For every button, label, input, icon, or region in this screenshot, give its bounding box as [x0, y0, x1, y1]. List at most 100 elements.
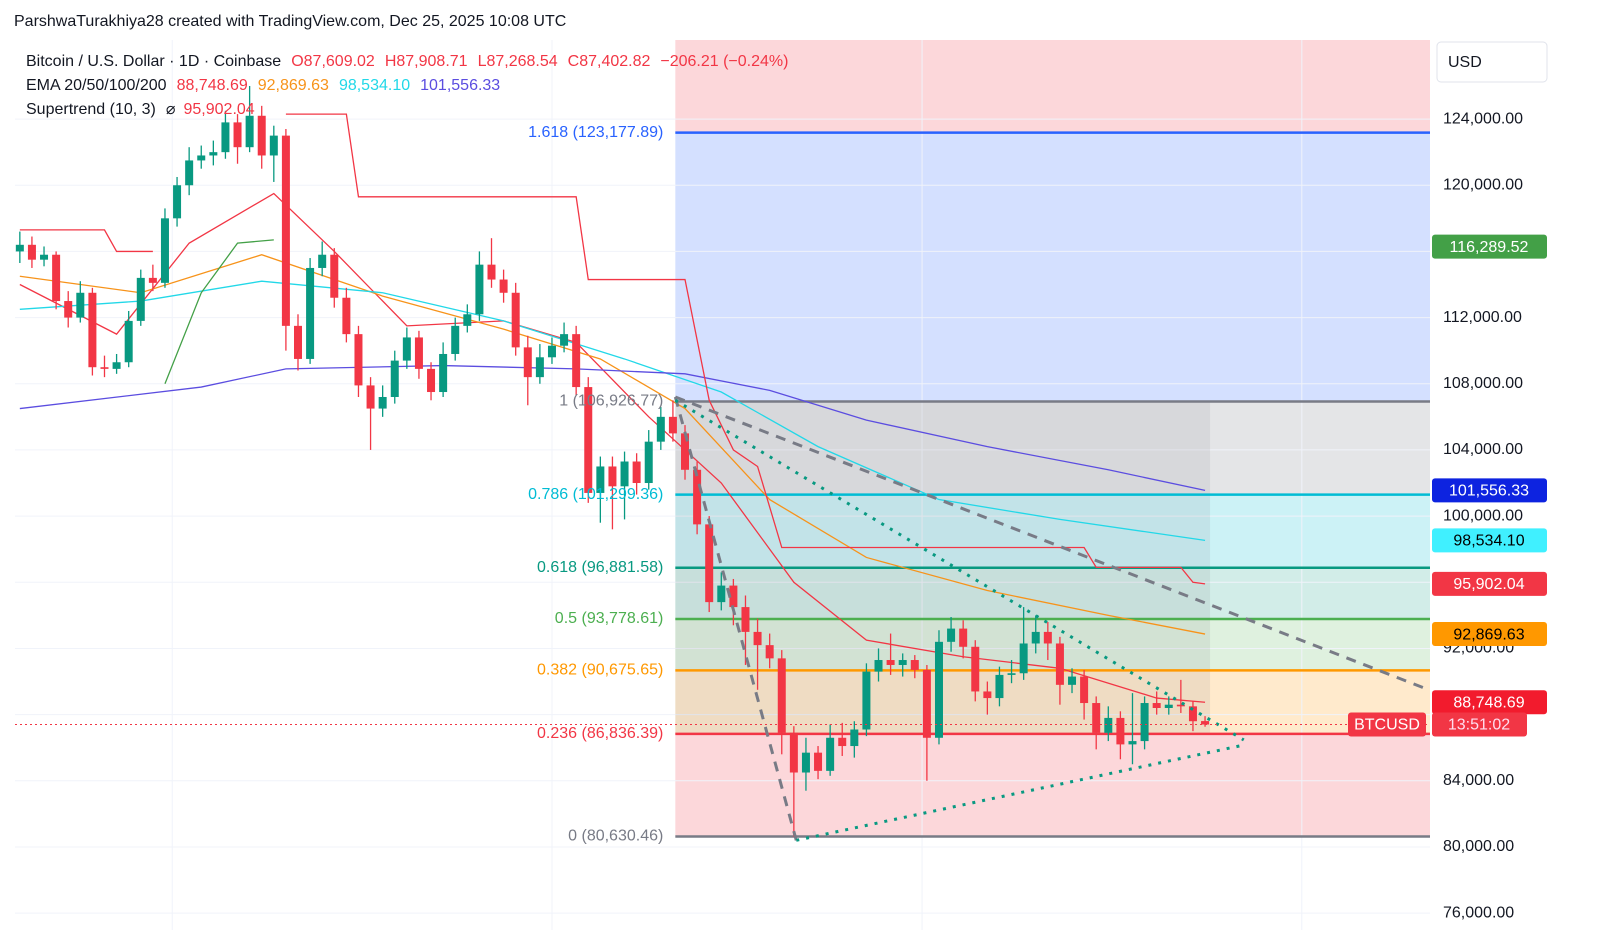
candle-body	[1104, 717, 1113, 733]
candle-body	[717, 585, 726, 603]
legend-item: −206.21 (−0.24%)	[660, 53, 788, 70]
fib-label: 0.618 (96,881.58)	[537, 559, 663, 576]
supertrend-line	[285, 113, 1206, 585]
axis-panel	[1430, 0, 1600, 952]
candle-body	[1188, 706, 1197, 722]
candle-body	[64, 301, 73, 318]
fib-zone	[675, 494, 1430, 568]
legend-row: Supertrend (10, 3) ⌀ 95,902.04	[26, 101, 255, 118]
y-tick-label: 120,000.00	[1443, 176, 1523, 193]
price-tag	[1432, 478, 1547, 503]
candle-body	[523, 347, 532, 378]
candle-body	[862, 671, 871, 730]
fib-zone	[675, 567, 1430, 620]
candle-body	[463, 314, 472, 326]
candle-body	[898, 660, 907, 665]
fib-label: 0.5 (93,778.61)	[555, 610, 664, 627]
candle-body	[378, 396, 387, 409]
candle-body	[560, 334, 569, 346]
y-tick-label: 108,000.00	[1443, 375, 1523, 392]
legend-item: O87,609.02	[291, 53, 375, 70]
candle-body	[850, 729, 859, 747]
candle-body	[814, 752, 823, 771]
header: ParshwaTurakhiya28 created with TradingV…	[14, 13, 566, 30]
price-tag	[1432, 234, 1547, 259]
candle-body	[1031, 631, 1040, 644]
candle-body	[40, 254, 49, 260]
candle-body	[741, 607, 750, 632]
y-tick-label: 100,000.00	[1443, 507, 1523, 524]
candle-body	[1055, 643, 1064, 685]
candle-body	[281, 135, 290, 326]
legend-item: ⌀	[166, 101, 176, 118]
candle-body	[1007, 673, 1016, 675]
candle-body	[535, 357, 544, 378]
trend-line	[795, 743, 1245, 842]
candle-body	[306, 267, 315, 359]
candle-body	[705, 524, 714, 603]
y-tick-label: 80,000.00	[1443, 838, 1514, 855]
candle-body	[789, 732, 798, 773]
candle-body	[245, 115, 254, 148]
price-tag-label: 92,869.63	[1453, 626, 1524, 643]
candle-body	[922, 669, 931, 738]
candle-body	[874, 660, 883, 672]
candle-body	[511, 292, 520, 348]
candle-body	[1116, 717, 1125, 745]
trend-line	[673, 396, 798, 841]
candle-body	[390, 360, 399, 397]
candle-body	[934, 641, 943, 738]
candle-body	[15, 244, 24, 252]
symbol-label: BTCUSD	[1354, 717, 1420, 734]
candle-body	[886, 660, 895, 665]
candle-body	[729, 585, 738, 608]
countdown-tag	[1432, 712, 1527, 737]
fib-zone	[675, 670, 1430, 734]
candle-body	[112, 362, 121, 369]
y-tick-label: 76,000.00	[1443, 904, 1514, 921]
candle-body	[1140, 703, 1149, 742]
price-tag	[1432, 622, 1547, 647]
candle-body	[451, 325, 460, 354]
candle-body	[632, 461, 641, 484]
candle-body	[124, 320, 133, 363]
candle-body	[1128, 741, 1137, 745]
candle-body	[209, 152, 218, 156]
legend-item: 88,748.69	[177, 77, 248, 94]
candle-body	[342, 297, 351, 335]
legend-item: H87,908.71	[385, 53, 468, 70]
legend-row: EMA 20/50/100/200 88,748.69 92,869.63 98,53…	[26, 77, 500, 94]
candle-body	[52, 254, 61, 302]
fib-zone	[675, 401, 1430, 495]
trend-line	[674, 395, 1430, 692]
fib-zone	[675, 40, 1430, 133]
candle-body	[136, 277, 145, 321]
candle-body	[983, 691, 992, 699]
candle-body	[439, 353, 448, 393]
candle-body	[185, 160, 194, 186]
fib-label: 0 (80,630.46)	[568, 828, 663, 845]
candle-body	[910, 660, 919, 670]
supertrend-line	[164, 239, 274, 384]
candle-body	[76, 292, 85, 318]
candle-body	[257, 115, 266, 156]
candle-body	[777, 658, 786, 733]
candle-body	[656, 416, 665, 442]
y-tick-label: 124,000.00	[1443, 110, 1523, 127]
legend-item: 92,869.63	[258, 77, 329, 94]
y-tick-label: 104,000.00	[1443, 441, 1523, 458]
candle-body	[644, 441, 653, 484]
candle-body	[1152, 703, 1161, 708]
legend-item: L87,268.54	[478, 53, 558, 70]
candle-body	[584, 387, 593, 493]
candle-body	[1043, 631, 1052, 644]
price-tag-label: 116,289.52	[1450, 239, 1529, 256]
candle-body	[971, 646, 980, 692]
candle-body	[947, 628, 956, 642]
price-tag-label: 101,556.33	[1449, 483, 1529, 500]
candle-body	[100, 367, 109, 369]
candle-body	[233, 122, 242, 148]
price-tag-label: 95,902.04	[1453, 576, 1524, 593]
